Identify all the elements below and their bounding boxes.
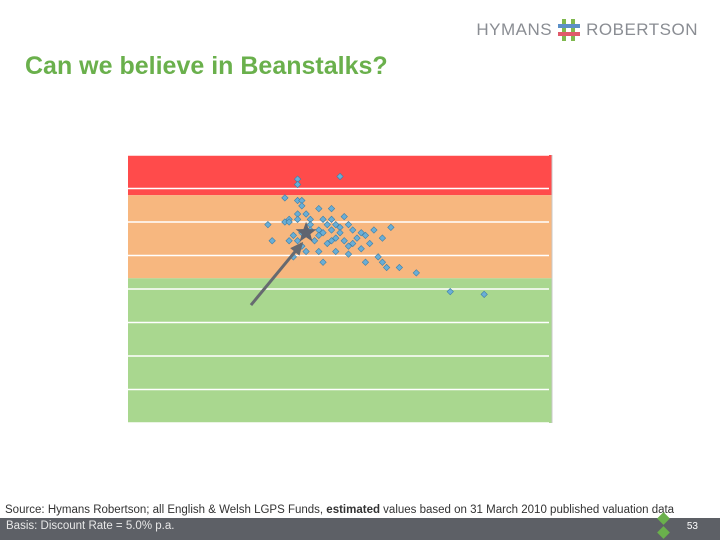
band-green — [128, 278, 552, 423]
data-point — [370, 226, 378, 234]
data-point — [344, 221, 353, 229]
pointer-arrow — [249, 242, 303, 307]
data-point — [323, 239, 331, 248]
star-marker — [295, 221, 317, 242]
hash-logo-icon — [558, 19, 581, 41]
data-point — [327, 237, 336, 245]
data-point — [480, 290, 488, 298]
data-point — [340, 237, 348, 245]
data-point — [289, 231, 297, 240]
data-point — [293, 237, 302, 245]
source-bold: estimated — [326, 504, 380, 516]
data-point — [327, 215, 336, 223]
data-point — [332, 234, 340, 242]
data-point — [374, 253, 382, 261]
data-point — [336, 229, 344, 237]
data-point — [353, 234, 361, 242]
data-point — [336, 172, 344, 181]
band-orange — [128, 195, 552, 279]
data-point — [344, 242, 353, 250]
data-point — [302, 210, 310, 218]
arrow-head — [290, 241, 304, 256]
data-point — [378, 258, 387, 266]
source-prefix: Source: Hymans Robertson; all English & … — [5, 504, 327, 516]
logo-text-right: ROBERTSON — [586, 20, 698, 39]
data-point — [293, 215, 302, 223]
data-point — [446, 288, 454, 296]
data-point — [315, 247, 323, 256]
data-point — [366, 239, 374, 248]
data-point — [361, 231, 370, 240]
source-suffix: values based on 31 March 2010 published … — [379, 504, 675, 516]
data-point — [349, 226, 357, 234]
footer-bar: Basis: Discount Rate = 5.0% p.a. 53 — [0, 518, 720, 540]
data-point — [332, 247, 340, 256]
data-point — [327, 204, 336, 213]
data-point — [412, 269, 420, 277]
data-point — [395, 263, 403, 272]
slide-title: Can we believe in Beanstalks? — [25, 52, 388, 80]
data-point — [332, 221, 340, 229]
data-point — [349, 239, 357, 248]
data-point — [268, 237, 276, 245]
data-point — [302, 247, 310, 256]
data-point — [264, 221, 272, 229]
logo-text-left: HYMANS — [476, 20, 553, 39]
data-point — [357, 229, 365, 237]
source-note: Source: Hymans Robertson; all English & … — [5, 504, 674, 516]
data-point — [285, 218, 293, 226]
data-point — [319, 258, 327, 266]
data-point — [361, 258, 370, 266]
data-point — [344, 250, 353, 258]
data-point — [285, 237, 293, 245]
data-point — [315, 231, 323, 240]
data-point — [340, 213, 348, 221]
data-point — [310, 237, 319, 245]
data-point — [281, 194, 289, 202]
data-point — [327, 226, 336, 234]
data-point — [298, 202, 306, 210]
data-point — [319, 229, 327, 237]
data-point — [293, 180, 302, 189]
data-point — [357, 245, 365, 253]
data-point — [323, 221, 331, 229]
data-point — [383, 263, 391, 272]
basis-note: Basis: Discount Rate = 5.0% p.a. — [6, 520, 175, 532]
company-logo: HYMANS ROBERTSON — [476, 16, 698, 44]
data-point — [387, 223, 395, 231]
page-number: 53 — [686, 521, 698, 532]
data-point — [319, 215, 327, 223]
data-point — [315, 204, 323, 213]
data-point — [378, 234, 387, 242]
